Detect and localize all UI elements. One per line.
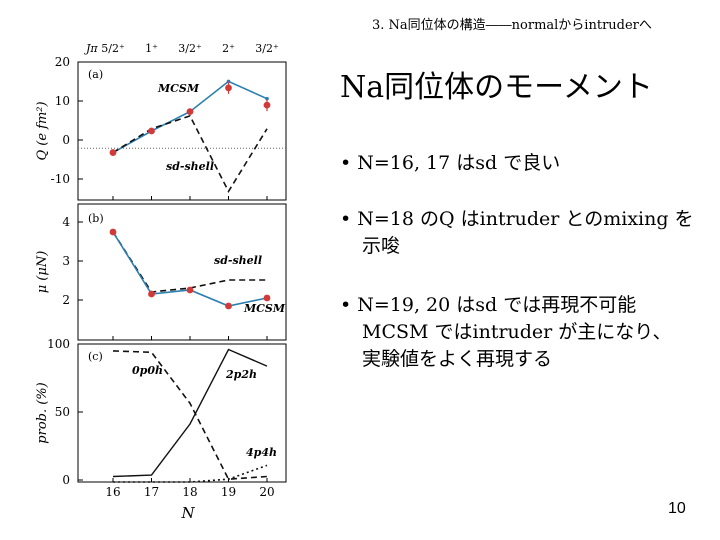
bullet-3-line-2: MCSM ではintruder が主になり、 xyxy=(362,321,672,343)
y-tick-label: 3 xyxy=(62,254,70,268)
y-tick-label: 50 xyxy=(55,405,70,419)
y-tick-label: 100 xyxy=(47,337,70,351)
top-tick-label: 1⁺ xyxy=(145,42,158,55)
bullet-2: • N=18 のQ はintruder とのmixing を 示唆 xyxy=(340,206,694,260)
x-axis-label: N xyxy=(180,504,195,522)
bullet-3: • N=19, 20 はsd では再現不可能 MCSM ではintruder が… xyxy=(340,292,672,373)
series-label-mcsm: MCSM xyxy=(157,82,200,95)
y-axis-label: μ (μN) xyxy=(35,251,50,294)
data-point-exp xyxy=(186,108,194,115)
series-line-4p4h xyxy=(113,464,268,483)
y-tick-label: 20 xyxy=(55,55,70,69)
series-line-sdshell xyxy=(112,114,268,194)
series-label-0p0h: 0p0h xyxy=(132,364,163,377)
series-label-4p4h: 4p4h xyxy=(246,446,277,459)
series-label-mcsm: MCSM xyxy=(243,302,286,315)
series-label-2p2h: 2p2h xyxy=(225,368,257,381)
data-point-exp xyxy=(225,302,232,310)
series-marker xyxy=(265,96,269,101)
y-tick-label: 4 xyxy=(62,215,70,229)
top-axis-label: Jπ xyxy=(84,42,98,55)
y-axis-label: Q (e fm²) xyxy=(35,101,50,160)
bullet-3-line-1: • N=19, 20 はsd では再現不可能 xyxy=(340,294,637,316)
bullet-1-line-1: • N=16, 17 はsd で良い xyxy=(340,152,561,174)
data-point-exp xyxy=(148,290,155,298)
y-tick-label: 0 xyxy=(62,133,70,147)
y-tick-label: 10 xyxy=(55,94,70,108)
x-tick-label: 17 xyxy=(144,485,159,499)
panel-frame-1 xyxy=(77,61,287,201)
data-point-exp xyxy=(109,228,117,236)
series-line-0p0h xyxy=(112,350,268,481)
y-axis-label: prob. (%) xyxy=(35,382,50,443)
top-tick-label: 3/2⁺ xyxy=(178,42,202,55)
top-tick-label: 2⁺ xyxy=(222,42,235,55)
data-point-exp xyxy=(186,286,194,294)
top-tick-label: 5/2⁺ xyxy=(101,42,125,55)
data-point-exp xyxy=(263,294,271,302)
panel-label-2: (b) xyxy=(88,212,104,225)
series-marker xyxy=(226,79,231,84)
bullet-2-line-1: • N=18 のQ はintruder とのmixing を xyxy=(340,208,694,230)
panel-label-1: (a) xyxy=(88,68,103,81)
series-label-sdshell: sd-shell xyxy=(214,254,262,267)
y-tick-label: 2 xyxy=(62,293,70,307)
panel-frame-2 xyxy=(77,203,287,341)
x-tick-label: 20 xyxy=(259,485,274,499)
series-line-2p2h xyxy=(112,348,268,478)
data-point-exp xyxy=(109,149,117,156)
bullet-3-line-3: 実験値をよく再現する xyxy=(362,348,553,370)
slide-title: Na同位体のモーメント xyxy=(340,70,653,105)
slide-header: 3. Na同位体の構造――normalからintruderへ xyxy=(372,18,652,33)
panel-label-3: (c) xyxy=(88,350,103,363)
y-tick-label: 0 xyxy=(62,473,70,487)
series-label-sdshell: sd-shell xyxy=(166,160,214,173)
panel-frame-3 xyxy=(77,343,287,483)
series-line-sdshell xyxy=(112,231,267,293)
bullet-1: • N=16, 17 はsd で良い xyxy=(340,150,560,177)
x-tick-label: 19 xyxy=(221,485,236,499)
y-tick-label: -10 xyxy=(51,172,70,186)
bullet-2-line-2: 示唆 xyxy=(362,235,401,257)
top-tick-label: 3/2⁺ xyxy=(255,42,279,55)
x-tick-label: 18 xyxy=(182,485,197,499)
series-line-mcsm xyxy=(112,231,268,307)
page-number: 10 xyxy=(668,500,686,517)
data-point-exp xyxy=(148,127,155,135)
x-tick-label: 16 xyxy=(105,485,120,499)
